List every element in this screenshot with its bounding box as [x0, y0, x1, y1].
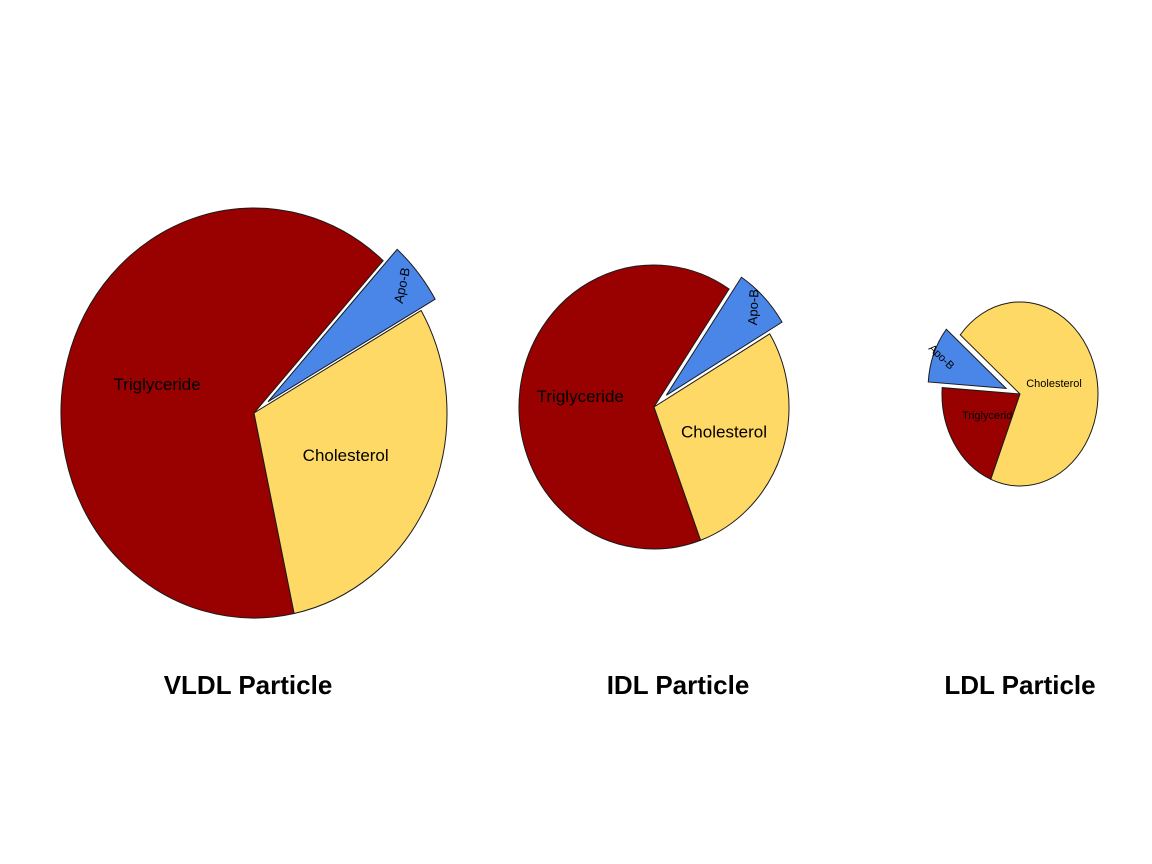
idl-chart-title: IDL Particle: [607, 670, 750, 700]
vldl-pie: Apo-B Triglyceride Cholesterol: [60, 207, 448, 619]
ldl-slice-apo-b: [927, 328, 1008, 389]
idl-label-triglyceride: Triglyceride: [537, 387, 624, 406]
vldl-label-triglyceride: Triglyceride: [113, 375, 200, 394]
ldl-chart-title: LDL Particle: [944, 670, 1095, 700]
ldl-label-triglyceride: Triglyceride: [962, 410, 1018, 422]
vldl-slice-triglyceride: [60, 207, 384, 619]
idl-label-cholesterol: Cholesterol: [681, 422, 767, 441]
idl-slice-apo-b: [665, 276, 783, 396]
ldl-label-cholesterol: Cholesterol: [1026, 378, 1082, 390]
idl-label-apo-b: Apo-B: [745, 289, 762, 326]
vldl-label-cholesterol: Cholesterol: [303, 446, 389, 465]
idl-pie: Apo-B Triglyceride Cholesterol: [518, 264, 790, 550]
ldl-slice-triglyceride: [941, 387, 1021, 480]
idl-slice-cholesterol: [653, 333, 790, 541]
idl-slice-triglyceride: [518, 264, 730, 550]
ldl-slice-cholesterol: [959, 301, 1099, 487]
vldl-label-apo-b: Apo-B: [391, 266, 413, 304]
vldl-slice-cholesterol: [253, 309, 448, 615]
vldl-chart-title: VLDL Particle: [164, 670, 333, 700]
vldl-slice-apo-b: [267, 248, 436, 403]
